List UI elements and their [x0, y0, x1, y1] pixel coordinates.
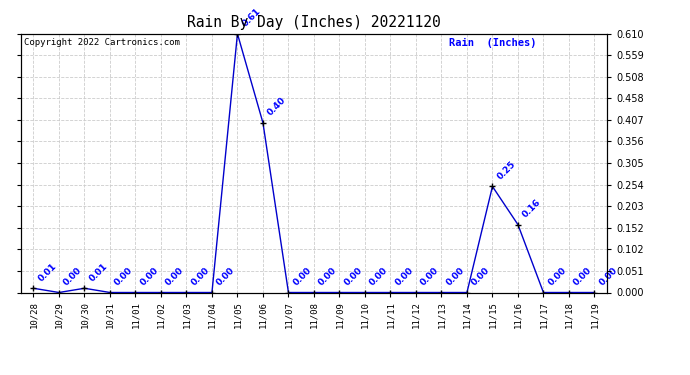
Text: 0.00: 0.00: [393, 266, 415, 287]
Text: 0.00: 0.00: [164, 266, 186, 287]
Text: 0.00: 0.00: [368, 266, 390, 287]
Text: 0.00: 0.00: [113, 266, 135, 287]
Text: 0.00: 0.00: [572, 266, 594, 287]
Text: 0.01: 0.01: [37, 261, 59, 283]
Text: 0.16: 0.16: [521, 198, 543, 219]
Text: 0.00: 0.00: [470, 266, 492, 287]
Text: 0.01: 0.01: [88, 261, 109, 283]
Text: Rain  (Inches): Rain (Inches): [448, 38, 536, 48]
Text: 0.00: 0.00: [419, 266, 441, 287]
Text: 0.00: 0.00: [546, 266, 569, 287]
Text: 0.00: 0.00: [598, 266, 619, 287]
Text: 0.00: 0.00: [190, 266, 211, 287]
Text: 0.25: 0.25: [495, 159, 518, 182]
Text: 0.00: 0.00: [444, 266, 466, 287]
Text: Copyright 2022 Cartronics.com: Copyright 2022 Cartronics.com: [23, 38, 179, 46]
Text: 0.00: 0.00: [62, 266, 83, 287]
Text: 0.00: 0.00: [342, 266, 364, 287]
Text: 0.40: 0.40: [266, 96, 288, 118]
Text: 0.00: 0.00: [139, 266, 160, 287]
Text: 0.00: 0.00: [291, 266, 313, 287]
Title: Rain By Day (Inches) 20221120: Rain By Day (Inches) 20221120: [187, 15, 441, 30]
Text: 0.61: 0.61: [241, 7, 262, 28]
Text: 0.00: 0.00: [215, 266, 237, 287]
Text: 0.00: 0.00: [317, 266, 339, 287]
